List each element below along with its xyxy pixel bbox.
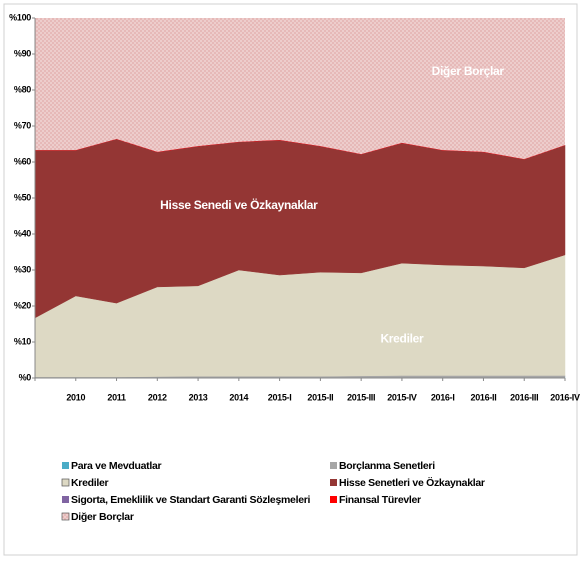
y-tick-label: %20 [14,300,31,310]
x-tick-label: 2013 [189,392,208,402]
legend-swatch [62,462,69,469]
x-tick-label: 2015-III [347,392,375,402]
x-tick-label: 2015-I [268,392,292,402]
annotation: Hisse Senedi ve Özkaynaklar [160,197,318,212]
x-tick-label: 2015-II [307,392,333,402]
x-tick-label: 2016-III [510,392,538,402]
y-tick-label: %40 [14,228,31,238]
y-tick-label: %90 [14,48,31,58]
legend-label: Finansal Türevler [339,494,421,506]
legend-swatch [62,496,69,503]
y-tick-label: %10 [14,336,31,346]
legend-swatch [330,496,337,503]
legend-swatch [61,478,70,487]
x-tick-label: 2011 [107,392,126,402]
y-tick-label: %80 [14,84,31,94]
x-tick-label: 2016-II [471,392,497,402]
x-tick-label: 2016-I [431,392,455,402]
y-tick-label: %0 [19,372,32,382]
area [35,18,565,160]
legend-swatch [330,462,337,469]
y-tick-label: %50 [14,192,31,202]
x-tick-label: 2014 [229,392,248,402]
legend-swatch [61,512,70,521]
legend-label: Diğer Borçlar [71,511,134,523]
y-tick-label: %70 [14,120,31,130]
y-tick-label: %100 [9,12,31,22]
annotation: Diğer Borçlar [432,64,505,78]
legend-label: Hisse Senetleri ve Özkaynaklar [339,476,485,489]
x-tick-label: 2010 [66,392,85,402]
legend-swatch [330,479,337,486]
x-tick-label: 2015-IV [387,392,417,402]
x-tick-label: 2016-IV [550,392,580,402]
x-tick-label: 2012 [148,392,167,402]
y-tick-label: %30 [14,264,31,274]
legend-label: Para ve Mevduatlar [71,460,162,472]
y-tick-label: %60 [14,156,31,166]
annotation: Krediler [380,331,424,345]
legend-label: Borçlanma Senetleri [339,460,435,472]
legend-label: Krediler [71,477,108,489]
legend-label: Sigorta, Emeklilik ve Standart Garanti S… [71,494,311,506]
